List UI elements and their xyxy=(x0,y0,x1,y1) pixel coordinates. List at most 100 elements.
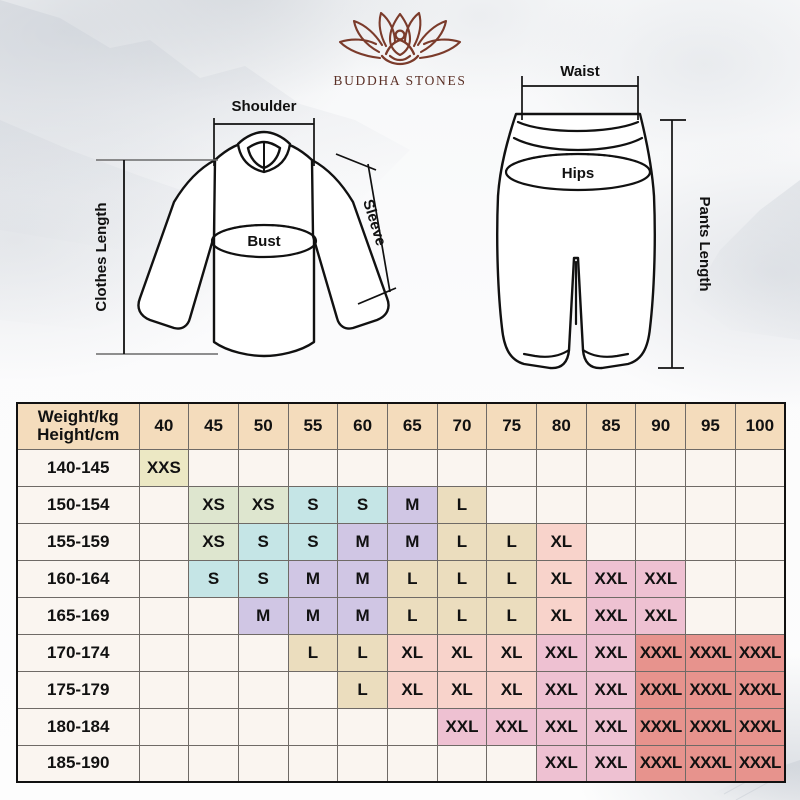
height-header-160-164: 160-164 xyxy=(16,559,140,598)
size-cell-empty-155-159-100 xyxy=(734,522,786,561)
size-cell-165-169-65: L xyxy=(386,596,438,635)
size-cell-empty-140-145-80 xyxy=(536,448,587,487)
size-cell-empty-185-190-70 xyxy=(436,744,488,783)
size-cell-170-174-80: XXL xyxy=(536,633,587,672)
size-cell-175-179-85: XXL xyxy=(585,670,637,709)
size-cell-empty-150-154-75 xyxy=(486,485,537,524)
pants-diagram: Waist Hips Pants Length xyxy=(470,62,790,400)
size-cell-155-159-50: S xyxy=(237,522,289,561)
size-cell-185-190-85: XXL xyxy=(585,744,637,783)
size-cell-180-184-75: XXL xyxy=(486,707,537,746)
brand-logo: BUDDHA STONES xyxy=(0,8,800,89)
size-cell-150-154-70: L xyxy=(436,485,488,524)
size-cell-empty-150-154-100 xyxy=(734,485,786,524)
size-cell-empty-155-159-85 xyxy=(585,522,637,561)
size-cell-empty-175-179-55 xyxy=(287,670,339,709)
shoulder-label: Shoulder xyxy=(231,98,296,115)
size-cell-empty-140-145-85 xyxy=(585,448,637,487)
weight-header-90: 90 xyxy=(635,402,687,450)
size-cell-150-154-60: S xyxy=(337,485,388,524)
hips-label: Hips xyxy=(562,165,595,182)
size-cell-empty-155-159-95 xyxy=(685,522,736,561)
size-cell-180-184-70: XXL xyxy=(436,707,488,746)
size-cell-175-179-90: XXXL xyxy=(635,670,687,709)
size-cell-empty-155-159-90 xyxy=(635,522,687,561)
size-cell-185-190-90: XXXL xyxy=(635,744,687,783)
size-cell-empty-185-190-40 xyxy=(138,744,190,783)
size-cell-empty-175-179-50 xyxy=(237,670,289,709)
weight-header-50: 50 xyxy=(237,402,289,450)
size-cell-175-179-75: XL xyxy=(486,670,537,709)
size-cell-empty-165-169-45 xyxy=(188,596,239,635)
size-cell-empty-150-154-40 xyxy=(138,485,190,524)
size-cell-170-174-60: L xyxy=(337,633,388,672)
size-cell-empty-180-184-55 xyxy=(287,707,339,746)
size-cell-160-164-60: M xyxy=(337,559,388,598)
size-cell-185-190-100: XXXL xyxy=(734,744,786,783)
size-cell-empty-140-145-45 xyxy=(188,448,239,487)
size-cell-170-174-85: XXL xyxy=(585,633,637,672)
size-cell-180-184-85: XXL xyxy=(585,707,637,746)
weight-header-40: 40 xyxy=(138,402,190,450)
size-cell-160-164-45: S xyxy=(188,559,239,598)
weight-header-95: 95 xyxy=(685,402,736,450)
weight-header-55: 55 xyxy=(287,402,339,450)
size-cell-empty-140-145-90 xyxy=(635,448,687,487)
size-cell-175-179-80: XXL xyxy=(536,670,587,709)
table-row: 140-145 XXS xyxy=(16,448,786,487)
size-cell-empty-185-190-75 xyxy=(486,744,537,783)
brand-name: BUDDHA STONES xyxy=(333,73,467,88)
size-cell-155-159-70: L xyxy=(436,522,488,561)
size-cell-175-179-65: XL xyxy=(386,670,438,709)
size-cell-empty-170-174-50 xyxy=(237,633,289,672)
size-cell-160-164-75: L xyxy=(486,559,537,598)
size-cell-155-159-55: S xyxy=(287,522,339,561)
size-cell-160-164-55: M xyxy=(287,559,339,598)
size-cell-empty-140-145-75 xyxy=(486,448,537,487)
size-cell-empty-185-190-55 xyxy=(287,744,339,783)
size-cell-165-169-85: XXL xyxy=(585,596,637,635)
size-cell-empty-155-159-40 xyxy=(138,522,190,561)
size-cell-empty-140-145-65 xyxy=(386,448,438,487)
size-cell-170-174-90: XXXL xyxy=(635,633,687,672)
size-cell-empty-170-174-45 xyxy=(188,633,239,672)
size-cell-165-169-80: XL xyxy=(536,596,587,635)
size-cell-150-154-65: M xyxy=(386,485,438,524)
size-cell-empty-150-154-95 xyxy=(685,485,736,524)
size-cell-empty-160-164-40 xyxy=(138,559,190,598)
size-cell-empty-180-184-65 xyxy=(386,707,438,746)
size-cell-140-145-40: XXS xyxy=(138,448,190,487)
table-row: 185-190 XXL XXL XXXL XXXL XXXL xyxy=(16,744,786,783)
size-cell-empty-170-174-40 xyxy=(138,633,190,672)
size-cell-180-184-95: XXXL xyxy=(685,707,736,746)
weight-header-45: 45 xyxy=(188,402,239,450)
size-cell-155-159-80: XL xyxy=(536,522,587,561)
size-cell-160-164-50: S xyxy=(237,559,289,598)
size-cell-170-174-75: XL xyxy=(486,633,537,672)
size-cell-180-184-80: XXL xyxy=(536,707,587,746)
size-cell-empty-185-190-50 xyxy=(237,744,289,783)
waist-label: Waist xyxy=(560,63,599,80)
size-cell-175-179-100: XXXL xyxy=(734,670,786,709)
size-cell-155-159-75: L xyxy=(486,522,537,561)
size-cell-empty-165-169-100 xyxy=(734,596,786,635)
size-cell-160-164-80: XL xyxy=(536,559,587,598)
size-cell-165-169-50: M xyxy=(237,596,289,635)
size-cell-empty-140-145-95 xyxy=(685,448,736,487)
size-cell-empty-160-164-100 xyxy=(734,559,786,598)
size-cell-165-169-75: L xyxy=(486,596,537,635)
height-header-155-159: 155-159 xyxy=(16,522,140,561)
size-cell-170-174-55: L xyxy=(287,633,339,672)
pants-length-label: Pants Length xyxy=(696,196,713,291)
table-row: 150-154 XS XS S S M L xyxy=(16,485,786,524)
size-cell-170-174-65: XL xyxy=(386,633,438,672)
size-cell-155-159-60: M xyxy=(337,522,388,561)
size-cell-160-164-85: XXL xyxy=(585,559,637,598)
height-header-150-154: 150-154 xyxy=(16,485,140,524)
height-header-140-145: 140-145 xyxy=(16,448,140,487)
size-chart-header: Weight/kg Height/cm 40 45 50 55 60 65 70 75 80 85… xyxy=(16,402,786,450)
size-cell-170-174-100: XXXL xyxy=(734,633,786,672)
size-cell-empty-185-190-65 xyxy=(386,744,438,783)
size-cell-empty-180-184-45 xyxy=(188,707,239,746)
size-cell-155-159-65: M xyxy=(386,522,438,561)
